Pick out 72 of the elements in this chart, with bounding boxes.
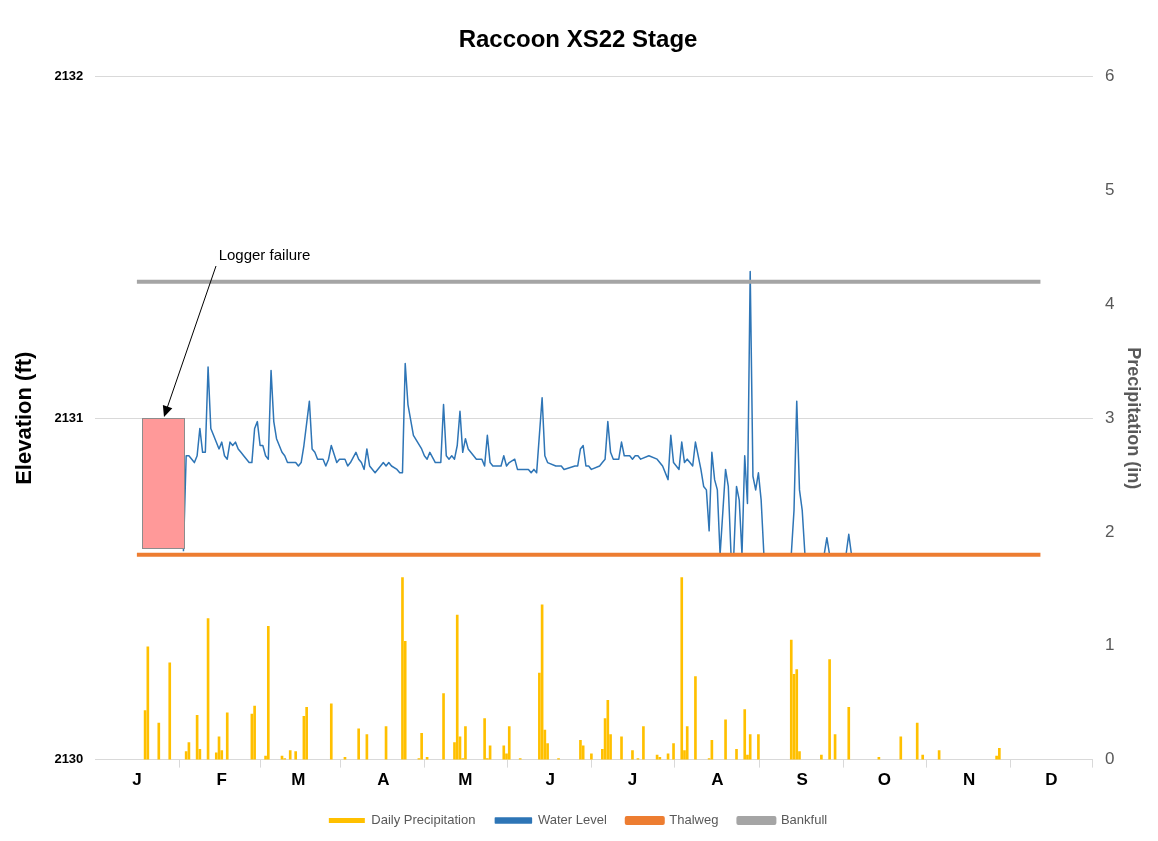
bar	[685, 726, 689, 760]
y2-tick-label: 3	[1104, 407, 1115, 427]
bar	[620, 736, 623, 760]
bar	[294, 751, 298, 760]
bar	[483, 718, 486, 760]
y-tick-label: 2130	[54, 751, 84, 767]
bar	[455, 614, 459, 760]
x-tick-label: M	[291, 770, 306, 790]
y2-axis-title: Precipitation (in)	[1124, 347, 1145, 490]
bar	[168, 662, 172, 760]
y2-tick-label: 5	[1104, 180, 1115, 200]
bar	[820, 754, 823, 760]
x-tick-label: M	[458, 770, 473, 790]
chart-title: Raccoon XS22 Stage	[458, 25, 698, 53]
y-axis-title: Elevation (ft)	[11, 351, 37, 485]
bar	[225, 712, 229, 760]
bar	[847, 706, 851, 760]
bar	[442, 693, 445, 760]
x-tick-label: F	[216, 770, 227, 790]
bar	[420, 733, 423, 760]
bar	[502, 745, 506, 760]
x-tick-label: D	[1045, 770, 1058, 790]
bar	[795, 669, 799, 760]
bar	[579, 739, 582, 760]
annotation: Logger failure	[218, 246, 311, 264]
y2-tick-label: 4	[1104, 294, 1115, 314]
bar	[672, 743, 675, 760]
bar	[828, 659, 831, 760]
bar	[329, 703, 333, 760]
bar	[401, 577, 404, 760]
y2-tick-label: 2	[1104, 521, 1115, 541]
y2-tick-label: 1	[1104, 635, 1115, 655]
bar	[606, 700, 610, 760]
x-tick-label: J	[545, 770, 556, 790]
bar	[680, 577, 684, 760]
bar	[789, 639, 793, 760]
bar	[743, 709, 747, 760]
bar	[631, 750, 634, 760]
y-tick-label: 2131	[54, 409, 84, 425]
bar	[288, 750, 292, 760]
x-tick-label: O	[877, 770, 891, 790]
bar	[724, 719, 727, 760]
bar	[464, 726, 467, 760]
bar	[357, 728, 360, 760]
bar	[921, 754, 925, 760]
y2-tick-label: 6	[1104, 66, 1115, 86]
legend-label: Water Level	[537, 812, 607, 828]
legend-label: Bankfull	[780, 812, 828, 828]
legend-label: Daily Precipitation	[371, 812, 476, 828]
x-tick-label: J	[627, 770, 638, 790]
bar	[899, 736, 903, 760]
bar	[507, 726, 511, 760]
x-tick-label: J	[132, 770, 142, 790]
x-tick-label: A	[711, 770, 724, 790]
bar	[253, 705, 256, 760]
legend-label: Thalweg	[669, 812, 719, 828]
bar	[305, 706, 308, 760]
bar	[998, 747, 1001, 760]
bar	[590, 753, 593, 760]
bar	[748, 734, 752, 760]
bar	[915, 722, 919, 760]
bar	[694, 676, 697, 760]
bar	[757, 734, 760, 760]
bar	[157, 722, 161, 760]
y-tick-label: 2132	[54, 68, 84, 84]
x-tick-label: S	[796, 770, 808, 790]
bar	[266, 626, 270, 760]
bar	[642, 726, 645, 760]
x-tick-label: N	[963, 770, 976, 790]
bar	[735, 749, 738, 760]
x-tick-label: A	[377, 770, 390, 790]
y2-tick-label: 0	[1104, 749, 1115, 769]
